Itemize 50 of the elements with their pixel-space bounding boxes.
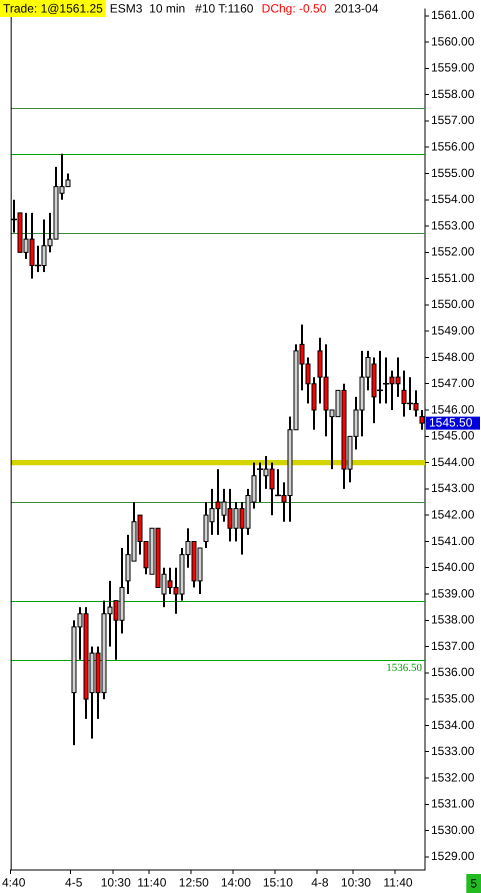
y-tick-label: 1542.00 (431, 507, 475, 522)
x-tick-label: 15:10 (262, 876, 294, 890)
y-tick-label: 1544.00 (431, 454, 475, 469)
y-tick-label: 1548.00 (431, 350, 475, 364)
y-tick-label: 1547.00 (431, 376, 475, 390)
y-tick-label: 1536.00 (431, 665, 475, 680)
y-tick-label: 1552.00 (431, 244, 475, 259)
x-tick-label: 4-5 (65, 876, 83, 890)
annotation: DChg: -0.50 (262, 1, 327, 16)
y-tick-label: 1539.00 (431, 586, 475, 600)
y-tick-label: 1538.00 (431, 612, 475, 627)
x-tick-label: 14:00 (220, 876, 252, 890)
x-tick-label: 11:40 (383, 876, 413, 890)
y-tick-label: 1537.00 (431, 638, 475, 653)
y-tick-label: 1549.00 (431, 323, 475, 338)
y-tick-label: 1534.00 (431, 718, 475, 732)
y-tick-label: 1531.00 (431, 796, 475, 811)
y-tick-label: 1557.00 (431, 113, 475, 128)
y-tick-label: 1551.00 (431, 270, 475, 285)
chart-subtitle: ESM3 10 min #10 T:1160 (110, 1, 254, 16)
annotation: 2013-04 (334, 1, 379, 16)
y-tick-label: 1555.00 (431, 166, 475, 180)
y-tick-label: 1561.00 (431, 8, 475, 22)
y-tick-label: 1546.00 (431, 402, 475, 416)
y-tick-label: 1529.00 (431, 849, 475, 864)
y-tick-label: 1532.00 (431, 770, 475, 784)
x-tick-label: 10:30 (100, 876, 132, 890)
y-tick-label: 1545.00 (431, 428, 475, 443)
x-tick-label: 11:40 (137, 876, 167, 890)
y-tick-label: 1533.00 (431, 744, 475, 758)
y-tick-label: 1550.00 (431, 297, 475, 312)
chart-title: Trade: 1@1561.25 (3, 1, 104, 16)
y-tick-label: 1535.00 (431, 691, 475, 706)
y-tick-label: 1554.00 (431, 192, 475, 206)
text: 1545.50 (429, 415, 473, 430)
y-tick-label: 1559.00 (431, 60, 475, 75)
y-tick-label: 1541.00 (431, 534, 475, 548)
x-tick-label: 4-8 (311, 876, 329, 890)
y-tick-label: 1540.00 (431, 560, 475, 574)
x-tick-label: 10:30 (340, 876, 372, 890)
text: 5 (470, 876, 478, 890)
x-tick-label: 12:50 (178, 876, 210, 890)
y-tick-label: 1553.00 (431, 218, 475, 232)
x-tick-label: 4:40 (2, 876, 26, 890)
y-tick-label: 1558.00 (431, 86, 475, 101)
y-tick-label: 1530.00 (431, 822, 475, 837)
ref-line-label: 1536.50 (386, 662, 422, 674)
y-tick-label: 1560.00 (431, 34, 475, 48)
y-tick-label: 1556.00 (431, 140, 475, 154)
y-tick-label: 1543.00 (431, 481, 475, 496)
